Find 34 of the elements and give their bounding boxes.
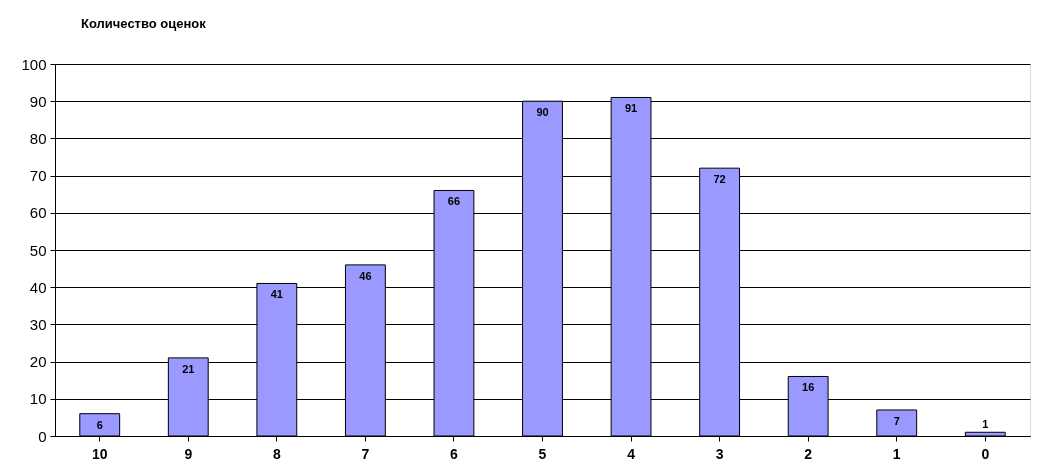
y-tick-label: 0 (38, 427, 47, 445)
x-tick-label: 7 (361, 445, 370, 462)
x-tick-label: 0 (981, 445, 990, 462)
data-label: 16 (802, 381, 815, 394)
data-label: 7 (893, 414, 900, 427)
x-tick-label: 5 (538, 445, 547, 462)
x-tick-label: 2 (804, 445, 813, 462)
y-tick-label: 70 (29, 167, 47, 185)
y-tick-label: 60 (29, 204, 47, 222)
data-label: 91 (624, 102, 638, 115)
data-label: 6 (96, 418, 103, 431)
x-tick-label: 8 (272, 445, 281, 462)
data-label: 72 (713, 173, 726, 186)
y-tick-label: 40 (29, 278, 47, 296)
data-label: 66 (447, 195, 461, 208)
x-tick-label: 3 (715, 445, 724, 462)
y-tick-label: 10 (29, 390, 47, 408)
data-label: 1 (982, 418, 989, 431)
x-tick-label: 9 (184, 445, 193, 462)
y-tick-label: 30 (29, 315, 47, 333)
x-tick-label: 6 (450, 445, 459, 462)
chart-title: Количество оценок (80, 16, 207, 31)
data-label: 41 (270, 288, 283, 301)
y-tick-label: 80 (29, 129, 47, 147)
y-tick-label: 100 (21, 55, 47, 73)
y-tick-label: 50 (29, 241, 47, 259)
x-tick-label: 4 (627, 445, 636, 462)
x-tick-label: 10 (91, 445, 108, 462)
x-tick-label: 1 (892, 445, 901, 462)
data-label: 90 (536, 106, 549, 119)
data-label: 21 (182, 362, 195, 375)
data-label: 46 (359, 269, 372, 282)
y-tick-label: 90 (29, 92, 47, 110)
y-tick-label: 20 (29, 353, 47, 371)
